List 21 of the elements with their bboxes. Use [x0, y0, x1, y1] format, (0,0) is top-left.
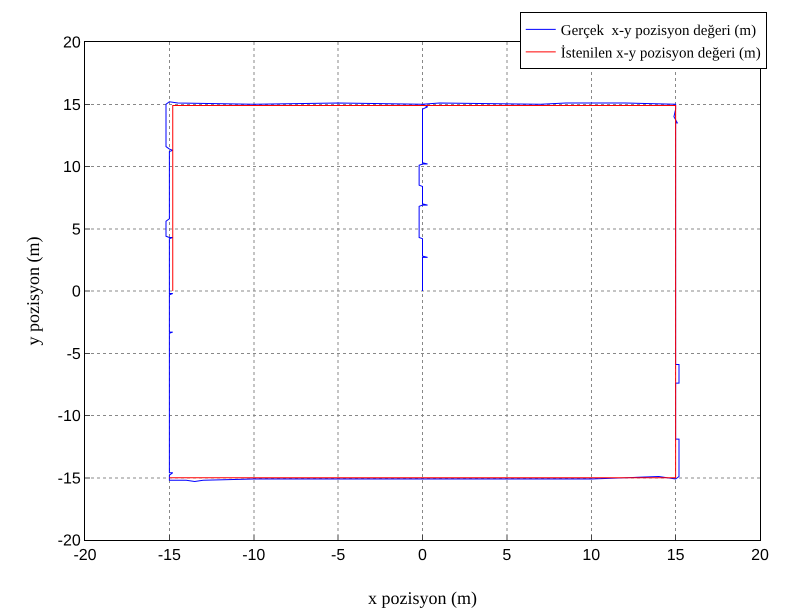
- y-tick-label: -20: [58, 532, 81, 550]
- x-tick-label: -10: [242, 547, 266, 564]
- x-tick-label: 10: [582, 547, 600, 564]
- x-axis-title: x pozisyon (m): [368, 588, 477, 608]
- y-tick-label: 10: [63, 159, 81, 176]
- x-tick-label: -5: [331, 547, 346, 564]
- y-tick-label: -15: [58, 470, 81, 488]
- y-tick-label: -5: [66, 346, 81, 363]
- legend-label: İstenilen x-y pozisyon değeri (m): [560, 44, 761, 62]
- y-tick-label: 20: [63, 34, 81, 52]
- x-tick-label: 0: [418, 547, 428, 564]
- x-tick-label: 20: [751, 547, 769, 564]
- y-tick-label: 15: [63, 96, 81, 114]
- x-tick-label: -15: [158, 547, 182, 564]
- legend-label: Gerçek x-y pozisyon değeri (m): [560, 23, 756, 40]
- x-tick-label: 15: [666, 547, 685, 564]
- y-tick-label: -10: [58, 408, 81, 426]
- y-axis-title: y pozisyon (m): [23, 236, 43, 346]
- x-tick-label: 5: [502, 547, 512, 564]
- y-tick-label: 0: [72, 284, 81, 301]
- y-tick-label: 5: [72, 221, 81, 238]
